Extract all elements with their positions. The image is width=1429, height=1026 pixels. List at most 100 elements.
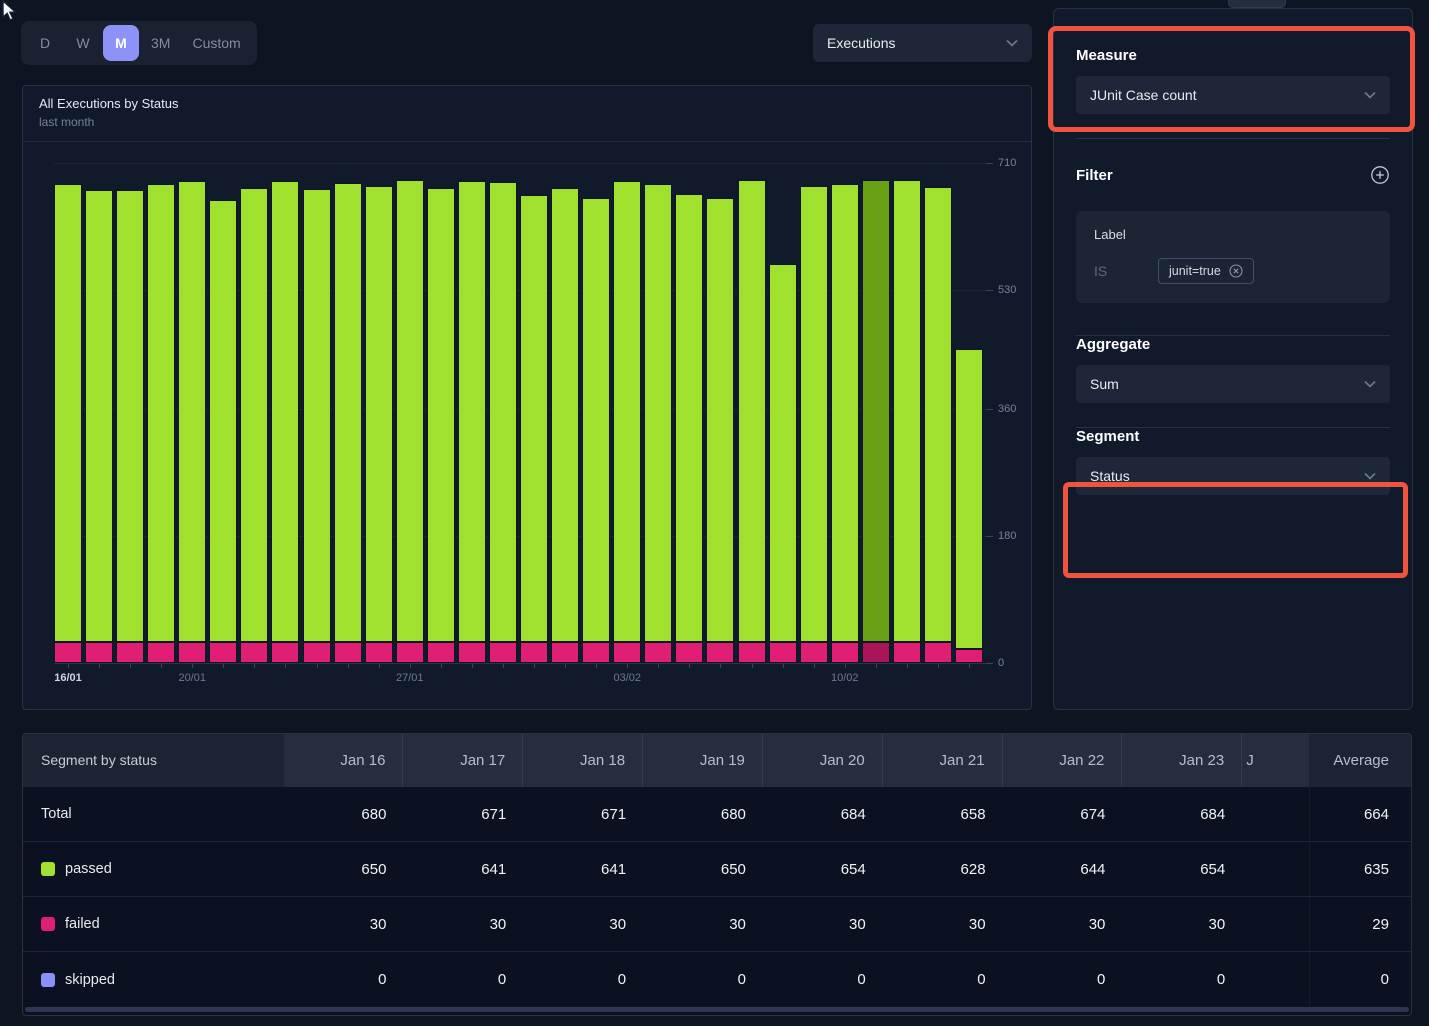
x-axis-tick — [378, 664, 380, 668]
table-body: Total 680 671 671 680 684 658 674 684 664 passed 65… — [23, 787, 1411, 1007]
value-cell: 30 — [1088, 916, 1106, 933]
passed-bar-segment — [240, 188, 269, 642]
filter-chip-label: junit=true — [1169, 264, 1221, 278]
x-axis-tick — [627, 664, 629, 668]
add-filter-button[interactable] — [1370, 165, 1390, 185]
value-cell: 650 — [720, 861, 746, 878]
chart-bar[interactable] — [613, 181, 642, 663]
time-range-month-button[interactable]: M — [103, 25, 139, 61]
x-axis-tick — [409, 664, 411, 668]
skipped-color-swatch — [41, 972, 55, 987]
filter-chip[interactable]: junit=true — [1158, 258, 1254, 284]
chart-bar[interactable] — [830, 184, 859, 663]
chart-bar[interactable] — [799, 186, 828, 663]
horizontal-scrollbar[interactable] — [25, 1007, 1409, 1012]
failed-bar-segment — [892, 641, 921, 663]
row-label-cell: passed — [23, 842, 284, 896]
aggregate-heading: Aggregate — [1076, 336, 1151, 353]
value-cell: 30 — [369, 916, 387, 933]
value-cell: 30 — [489, 916, 507, 933]
passed-bar-segment — [675, 194, 704, 642]
y-axis-tick-label: 710 — [998, 157, 1017, 169]
chevron-down-icon — [1006, 39, 1018, 47]
value-cell: 0 — [497, 971, 507, 988]
chart-bar[interactable] — [116, 190, 145, 663]
x-axis-tick — [782, 664, 784, 668]
chart-bar[interactable] — [54, 184, 82, 663]
measure-dropdown[interactable]: JUnit Case count — [1076, 76, 1390, 114]
value-cell: 641 — [481, 861, 507, 878]
value-cell: 684 — [1200, 806, 1226, 823]
row-label: skipped — [65, 971, 115, 988]
x-axis-tick — [813, 664, 815, 668]
remove-chip-icon[interactable] — [1229, 264, 1243, 278]
failed-bar-segment — [488, 641, 517, 663]
chart-bar[interactable] — [955, 348, 984, 663]
chart-bar[interactable] — [426, 188, 455, 663]
chart-bar[interactable] — [240, 188, 269, 663]
time-range-selector: D W M 3M Custom — [21, 21, 257, 65]
value-cell: 674 — [1080, 806, 1106, 823]
chevron-down-icon — [1364, 472, 1376, 480]
time-range-week-button[interactable]: W — [65, 25, 101, 61]
chart-bar[interactable] — [737, 179, 766, 663]
x-axis-tick — [534, 664, 536, 668]
chart-bar[interactable] — [209, 199, 238, 663]
chart-bar[interactable] — [395, 179, 424, 663]
x-axis-tick — [658, 664, 660, 668]
x-axis-tick — [471, 664, 473, 668]
time-range-day-button[interactable]: D — [27, 25, 63, 61]
chart-bar[interactable] — [302, 189, 331, 663]
average-cell: 29 — [1309, 897, 1411, 951]
table-column-header: Jan 16 — [284, 734, 404, 787]
chart-bar[interactable] — [923, 186, 952, 663]
value-cell: 30 — [849, 916, 866, 933]
executions-dropdown[interactable]: Executions — [813, 24, 1032, 62]
chart-bar[interactable] — [271, 181, 300, 663]
chart-bar[interactable] — [85, 190, 114, 663]
segment-dropdown[interactable]: Status — [1076, 457, 1390, 495]
time-range-3month-button[interactable]: 3M — [141, 25, 180, 61]
chart-bar[interactable] — [147, 184, 176, 663]
y-axis-tick — [986, 409, 993, 411]
average-cell: 0 — [1309, 952, 1411, 1007]
chart-bar[interactable] — [551, 188, 580, 663]
passed-bar-segment — [613, 181, 642, 642]
chart-bar[interactable] — [861, 179, 890, 663]
chart-bar[interactable] — [582, 198, 611, 663]
chart-bar[interactable] — [520, 194, 549, 663]
chart-bar[interactable] — [178, 181, 207, 663]
passed-bar-segment — [520, 194, 549, 642]
passed-bar-segment — [737, 179, 766, 642]
chart-bar[interactable] — [644, 184, 673, 663]
chart-bar[interactable] — [488, 182, 517, 663]
chart-bar[interactable] — [675, 194, 704, 663]
y-axis-tick — [986, 536, 993, 538]
chart-bar[interactable] — [892, 179, 921, 663]
y-gridline — [54, 409, 986, 411]
value-cell: 654 — [840, 861, 866, 878]
aggregate-dropdown[interactable]: Sum — [1076, 365, 1390, 403]
failed-bar-segment — [675, 641, 704, 663]
passed-bar-segment — [426, 188, 455, 642]
x-axis-tick — [192, 664, 194, 668]
x-axis-tick — [751, 664, 753, 668]
x-axis-tick — [347, 664, 349, 668]
filter-operator: IS — [1094, 263, 1108, 279]
chart-bar[interactable] — [706, 197, 735, 663]
table-column-header: Jan 22 — [1003, 734, 1123, 787]
time-range-custom-button[interactable]: Custom — [182, 25, 250, 61]
chart-bar[interactable] — [364, 186, 393, 663]
failed-bar-segment — [209, 641, 238, 663]
y-axis-tick-label: 530 — [998, 283, 1017, 296]
chart-bar[interactable] — [768, 263, 797, 663]
chart-bar[interactable] — [457, 181, 486, 663]
passed-bar-segment — [54, 184, 82, 642]
table-header-row: Segment by status Jan 16 Jan 17 Jan 18 Jan … — [23, 734, 1411, 787]
table-row: skipped 0 0 0 0 0 0 0 0 0 — [23, 952, 1411, 1007]
row-label-cell: skipped — [23, 952, 284, 1007]
y-axis-tick — [986, 663, 993, 664]
chart-bar[interactable] — [333, 183, 362, 663]
failed-bar-segment — [799, 641, 828, 663]
